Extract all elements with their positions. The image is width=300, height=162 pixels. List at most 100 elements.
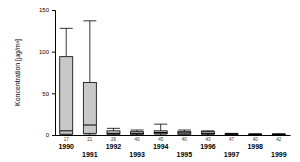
x-tick: 1998 (247, 135, 263, 150)
box (60, 28, 73, 135)
max-cap (178, 130, 191, 131)
chart: 0501001501990199119921993199419951996199… (0, 0, 300, 162)
box (178, 130, 191, 135)
box-body (131, 132, 144, 135)
max-cap (272, 133, 285, 134)
box-body (272, 134, 285, 135)
median-line (154, 132, 167, 133)
y-tick-label: 0 (46, 132, 50, 138)
min-cap (225, 135, 238, 136)
x-axis-line (56, 135, 291, 136)
x-tick: 1999 (271, 135, 287, 158)
max-cap (201, 130, 214, 131)
count-label: 47 (229, 137, 235, 142)
y-tick-label: 100 (39, 49, 50, 55)
median-line (83, 125, 96, 126)
median-line (60, 130, 73, 131)
median-line (131, 133, 144, 134)
x-tick-label: 1993 (129, 151, 145, 158)
x-axis: 1990 1991 1992 1993 1994 1995 1996 1997 1998 1999 (56, 135, 291, 158)
max-cap (83, 20, 96, 21)
counts: 17 21 26 40 45 40 43 47 40 42 (64, 137, 282, 142)
min-cap (60, 135, 73, 136)
box-body (83, 83, 96, 134)
max-cap (154, 124, 167, 125)
y-tick-mark (52, 52, 55, 53)
upper-whisker (89, 21, 90, 83)
x-tick-label: 1996 (200, 143, 216, 150)
max-cap (107, 128, 120, 129)
box (107, 128, 120, 135)
count-label: 45 (158, 137, 164, 142)
x-tick: 1990 (58, 135, 74, 150)
median-line (201, 133, 214, 134)
min-cap (154, 135, 167, 136)
box-body (201, 132, 214, 135)
box-body (249, 134, 262, 135)
x-tick: 1994 (153, 135, 169, 150)
x-tick-label: 1998 (247, 143, 263, 150)
x-tick: 1992 (106, 135, 122, 150)
min-cap (131, 135, 144, 136)
y-tick-mark (52, 10, 55, 11)
y-tick: 150 (39, 7, 55, 13)
y-tick-label: 50 (42, 91, 49, 97)
min-cap (83, 135, 96, 136)
x-tick: 1995 (177, 135, 193, 158)
count-label: 17 (64, 137, 70, 142)
count-label: 42 (276, 137, 282, 142)
box-body (60, 57, 73, 135)
box (249, 134, 262, 135)
y-tick-mark (52, 135, 55, 136)
y-tick-label: 150 (39, 7, 50, 13)
median-line (225, 134, 238, 135)
count-label: 40 (135, 137, 141, 142)
boxes (60, 21, 286, 135)
box-body (154, 131, 167, 134)
x-tick-label: 1992 (106, 143, 122, 150)
x-tick-label: 1997 (224, 151, 240, 158)
max-cap (131, 130, 144, 131)
x-tick-label: 1995 (177, 151, 193, 158)
upper-whisker (66, 28, 67, 56)
x-tick-label: 1994 (153, 143, 169, 150)
y-tick: 50 (42, 91, 55, 97)
x-tick-label: 1999 (271, 151, 287, 158)
y-axis-title: Koncentration [µg/m³] (14, 39, 22, 106)
box (154, 124, 167, 135)
x-tick-label: 1991 (82, 151, 98, 158)
median-line (107, 133, 120, 134)
y-axis-line (52, 11, 56, 136)
min-cap (249, 135, 262, 136)
x-tick: 1991 (82, 135, 98, 158)
upper-whisker (160, 124, 161, 131)
median-line (249, 134, 262, 135)
y-tick: 0 (46, 132, 55, 138)
y-tick-mark (52, 93, 55, 94)
box (131, 130, 144, 135)
min-cap (272, 135, 285, 136)
x-tick: 1993 (129, 135, 145, 158)
count-label: 43 (205, 137, 211, 142)
count-label: 21 (87, 137, 93, 142)
x-tick: 1996 (200, 135, 216, 150)
max-cap (225, 133, 238, 134)
min-cap (201, 135, 214, 136)
y-axis: 0 50 100 150 (39, 7, 56, 138)
count-label: 40 (182, 137, 188, 142)
box (225, 133, 238, 135)
x-tick-label: 1990 (58, 143, 74, 150)
max-cap (249, 133, 262, 134)
box (201, 131, 214, 135)
x-tick: 1997 (224, 135, 240, 158)
max-cap (60, 28, 73, 29)
box-body (107, 131, 120, 134)
count-label: 40 (253, 137, 259, 142)
box-body (178, 132, 191, 135)
box (272, 134, 285, 135)
min-cap (107, 135, 120, 136)
box-body (225, 133, 238, 135)
min-cap (178, 135, 191, 136)
count-label: 26 (111, 137, 117, 142)
median-line (178, 132, 191, 133)
